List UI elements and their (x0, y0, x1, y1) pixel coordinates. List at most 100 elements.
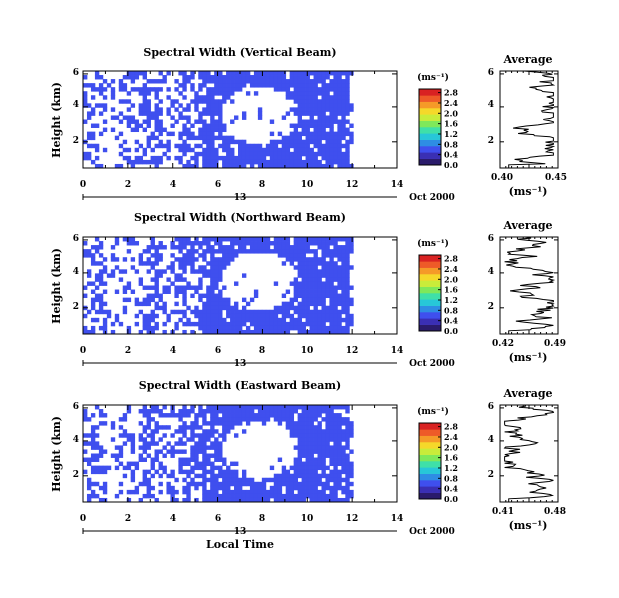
heatmap-cell (253, 405, 259, 410)
heatmap-cell (297, 155, 302, 161)
heatmap-cell (226, 429, 231, 434)
heatmap-cell (190, 269, 195, 274)
heatmap-cell (154, 301, 159, 307)
heatmap-cell (94, 457, 100, 462)
heatmap-cell (90, 131, 96, 137)
heatmap-cell (202, 99, 207, 104)
heatmap-cell (277, 75, 283, 80)
heatmap-cell (102, 265, 108, 270)
heatmap-cell (146, 413, 151, 418)
heatmap-cell (293, 253, 299, 258)
heatmap-cell (146, 159, 151, 165)
heatmap-cell (238, 317, 243, 323)
heatmap-cell (194, 289, 199, 294)
heatmap-cell (293, 237, 299, 242)
panel-vertical-beam: Spectral Width (Vertical Beam) Height (k… (50, 46, 567, 203)
heatmap-cell (83, 441, 88, 446)
heatmap-cell (305, 95, 310, 100)
colorbar-segment (419, 139, 441, 147)
heatmap-cell (90, 425, 96, 430)
heatmap-cell (277, 71, 283, 76)
profile-x-tick-label: 0.49 (544, 339, 566, 349)
heatmap-cell (301, 309, 306, 315)
heatmap-cell (98, 485, 104, 491)
heatmap-cell (238, 493, 243, 499)
heatmap-cell (214, 305, 219, 311)
heatmap-cell (329, 429, 334, 434)
heatmap-cell (285, 249, 291, 254)
heatmap-cell (297, 305, 302, 311)
heatmap-cell (309, 261, 314, 266)
heatmap-cell (90, 245, 96, 250)
x-tick-label: 6 (215, 180, 221, 190)
heatmap-cell (289, 249, 295, 254)
heatmap-cell (226, 477, 231, 483)
heatmap-cell (118, 417, 124, 422)
heatmap-cell (309, 433, 314, 438)
heatmap-cell (166, 143, 171, 149)
heatmap-cell (126, 297, 132, 303)
heatmap-cell (150, 313, 155, 319)
heatmap-cell (269, 413, 275, 418)
heatmap-cell (321, 305, 326, 311)
heatmap-cell (230, 135, 235, 141)
heatmap-cell (341, 163, 346, 169)
colorbar-segment (419, 152, 441, 159)
heatmap-cell (309, 123, 314, 128)
heatmap-cell (206, 95, 211, 100)
heatmap-cell (325, 123, 330, 128)
heatmap-cell (106, 309, 112, 315)
heatmap-cell (329, 285, 334, 290)
heatmap-cell (154, 449, 159, 454)
heatmap-cell (321, 261, 326, 266)
heatmap-cell (174, 273, 179, 278)
heatmap-cell (198, 265, 203, 270)
heatmap-cell (142, 457, 147, 462)
colorbar-segment (419, 318, 441, 325)
heatmap-cell (309, 481, 314, 487)
heatmap-cell (245, 413, 251, 418)
heatmap-cell (222, 405, 227, 410)
heatmap-cell (333, 277, 338, 282)
heatmap-cell (297, 465, 302, 471)
heatmap-cell (313, 321, 318, 327)
heatmap-cell (170, 433, 175, 438)
heatmap-cell (333, 421, 338, 426)
heatmap-cell (86, 273, 92, 278)
heatmap-cell (190, 409, 195, 414)
heatmap-cell (261, 409, 267, 414)
heatmap-cell (126, 329, 132, 335)
heatmap-cell (230, 163, 235, 169)
heatmap-cell (265, 245, 271, 250)
heatmap-cell (305, 477, 310, 483)
heatmap-cell (245, 329, 251, 335)
heatmap-cell (333, 417, 338, 422)
heatmap-cell (94, 277, 100, 282)
heatmap-cell (325, 409, 330, 414)
heatmap-cell (86, 249, 92, 254)
heatmap-cell (249, 151, 255, 157)
heatmap-cell (293, 245, 299, 250)
heatmap-cell (218, 441, 223, 446)
heatmap-cell (198, 313, 203, 319)
heatmap-cell (154, 103, 159, 108)
panel-title: Spectral Width (Vertical Beam) (143, 46, 336, 59)
colorbar-tick-label: 0.4 (444, 316, 458, 326)
heatmap-cell (309, 425, 314, 430)
heatmap-cell (317, 269, 322, 274)
heatmap-cell (134, 123, 140, 128)
heatmap-cell (138, 103, 144, 108)
heatmap-cell (345, 237, 350, 242)
heatmap-cell (234, 253, 239, 258)
x-tick-label: 12 (346, 514, 359, 524)
heatmap-cell (218, 465, 223, 471)
heatmap-cell (186, 425, 191, 430)
profile-x-tick-label: 0.42 (492, 339, 514, 349)
heatmap-cell (150, 115, 155, 120)
heatmap-cell (130, 79, 136, 84)
colorbar-frame (418, 254, 442, 332)
heatmap-cell (309, 477, 314, 483)
heatmap-cell (317, 237, 322, 242)
heatmap-cell (234, 493, 239, 499)
heatmap-cell (210, 293, 215, 299)
